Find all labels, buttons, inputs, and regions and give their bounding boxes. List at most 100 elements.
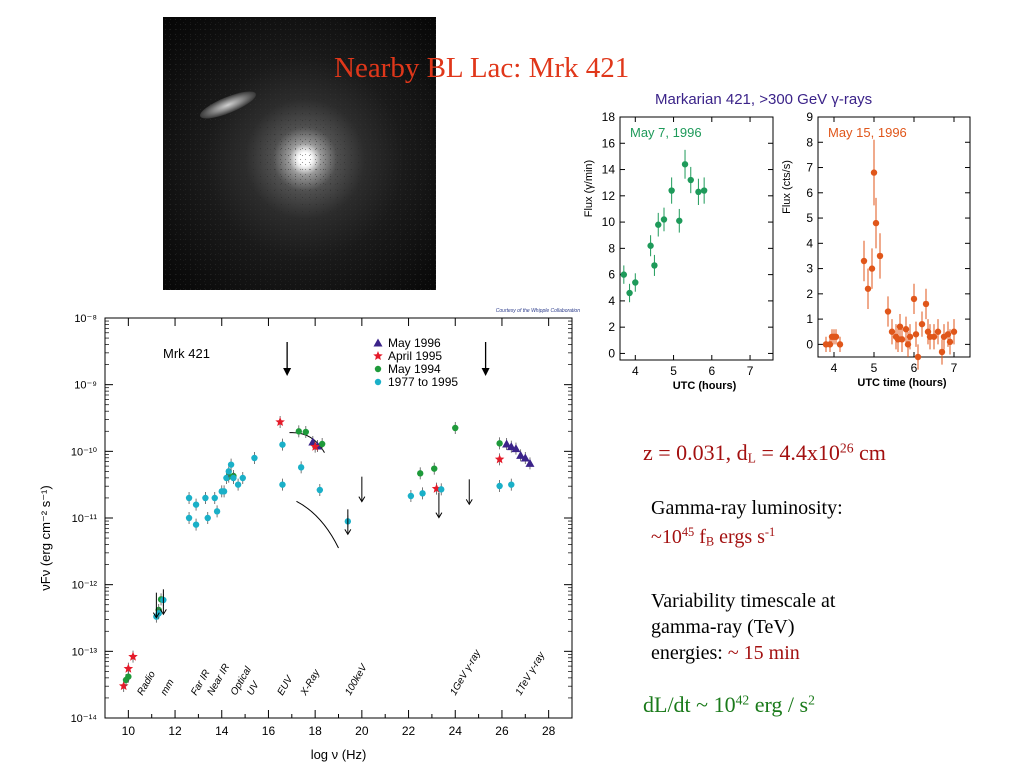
sed-data-point <box>506 442 516 451</box>
sed-data-point <box>516 450 526 459</box>
lc-ytick-label: 2 <box>806 287 813 301</box>
sed-data-point <box>234 481 242 488</box>
sed-frame <box>104 317 573 719</box>
sed-data-point <box>239 474 246 482</box>
lc-ytick-label: 10 <box>602 215 616 229</box>
lc-data-point <box>832 333 840 340</box>
image-noise <box>163 17 436 290</box>
lc-ytick-label: 4 <box>806 236 813 250</box>
sed-band-label: 1TeV γ-ray <box>514 650 548 698</box>
lightcurve-title: Markarian 421, >300 GeV γ-rays <box>655 91 873 108</box>
sed-data-point <box>417 470 424 477</box>
sed-data-point <box>204 514 211 522</box>
sed-data-point <box>185 514 193 522</box>
lc-data-point <box>872 219 880 227</box>
sed-data-point <box>223 474 230 482</box>
lc-data-point <box>870 169 878 176</box>
lc-data-point <box>922 300 930 308</box>
sed-data-point <box>251 454 258 462</box>
lc-ytick-label: 18 <box>602 110 616 124</box>
sed-ytick-label: 10⁻¹² <box>72 580 98 592</box>
sed-data-point <box>213 508 221 515</box>
sed-data-point <box>407 492 415 500</box>
sed-data-point <box>520 453 530 462</box>
sed-ylabel: νFν (erg cm⁻² s⁻¹) <box>38 485 53 590</box>
sed-xtick-label: 22 <box>402 724 416 738</box>
sed-legend-label: 1977 to 1995 <box>388 375 458 389</box>
sed-legend-label: May 1996 <box>388 336 441 350</box>
sed-data-point <box>279 481 286 488</box>
lc-data-point <box>668 187 675 194</box>
sed-band-label: X-Ray <box>298 667 322 698</box>
lc-ylabel: Flux (γ/min) <box>583 160 595 217</box>
lc-panel-label: May 15, 1996 <box>828 125 907 140</box>
sed-data-point <box>452 424 459 432</box>
sed-data-point <box>202 494 209 502</box>
sed-data-point <box>419 490 426 497</box>
lc-data-point <box>676 217 683 224</box>
sed-model-curve <box>289 432 325 453</box>
lc-data-point <box>898 336 906 343</box>
lc-data-point <box>876 252 884 260</box>
sed-data-point <box>494 454 505 464</box>
lc-data-point <box>620 271 628 278</box>
legend-marker <box>374 378 382 386</box>
lc-data-point <box>687 176 694 184</box>
lc-data-point <box>700 187 708 194</box>
sed-band-label: mm <box>159 678 177 698</box>
lc-data-point <box>914 353 922 361</box>
sed-title: Mrk 421 <box>163 346 210 361</box>
legend-marker <box>373 338 383 347</box>
sed-upper-limit-arrow <box>159 609 167 616</box>
lc-data-point <box>934 328 942 335</box>
sed-band-label: Radio <box>135 669 158 698</box>
sed-xtick-label: 12 <box>168 724 182 738</box>
variability-text: Variability timescale at gamma-ray (TeV)… <box>651 588 835 666</box>
sed-xtick-label: 20 <box>355 724 369 738</box>
sed-ytick-label: 10⁻¹¹ <box>72 513 98 525</box>
sed-data-point <box>508 481 515 488</box>
sed-data-point <box>502 439 512 448</box>
lc-xtick-label: 6 <box>911 361 918 375</box>
sed-data-point <box>316 486 324 494</box>
sed-legend-label: May 1994 <box>388 362 441 376</box>
lc-data-point <box>918 320 926 328</box>
sed-data-point <box>297 464 305 471</box>
sed-data-point <box>192 501 200 508</box>
sed-data-point <box>431 483 442 493</box>
lc-ytick-label: 6 <box>608 268 615 282</box>
sed-xtick-label: 28 <box>542 724 556 738</box>
sed-data-point <box>128 651 138 661</box>
sed-legend-label: April 1995 <box>388 349 442 363</box>
sed-upper-limit-arrow <box>465 499 473 506</box>
lc-data-point <box>946 338 954 346</box>
lc-data-point <box>695 188 702 196</box>
lc-data-point <box>647 242 654 249</box>
lc-xtick-label: 7 <box>747 364 754 378</box>
sed-ytick-label: 10⁻¹⁰ <box>71 446 98 458</box>
lc-data-point <box>910 295 918 303</box>
sed-upper-limit-arrow <box>152 612 160 619</box>
slide-title: Nearby BL Lac: Mrk 421 <box>334 52 630 84</box>
sed-xtick-label: 18 <box>308 724 322 738</box>
lc-xtick-label: 5 <box>670 364 677 378</box>
sed-ytick-label: 10⁻⁹ <box>74 380 97 392</box>
sed-data-point <box>525 458 535 467</box>
lc-panel-label: May 7, 1996 <box>630 125 702 140</box>
sed-data-point <box>318 440 326 448</box>
lc-data-point <box>626 289 633 297</box>
lc-xtick-label: 4 <box>831 361 838 375</box>
lc-data-point <box>888 328 896 335</box>
lc-data-point <box>836 341 844 348</box>
sed-ytick-label: 10⁻⁸ <box>74 313 97 325</box>
sed-data-point <box>125 673 132 680</box>
legend-marker <box>374 365 382 373</box>
lc-ytick-label: 12 <box>602 189 616 203</box>
sed-band-label: 1GeV γ-ray <box>448 647 483 697</box>
luminosity-label: Gamma-ray luminosity: <box>651 497 843 519</box>
sed-ytick-label: 10⁻¹⁴ <box>71 713 98 725</box>
variability-line-2: gamma-ray (TeV) <box>651 616 795 638</box>
lc-xtick-label: 7 <box>951 361 958 375</box>
